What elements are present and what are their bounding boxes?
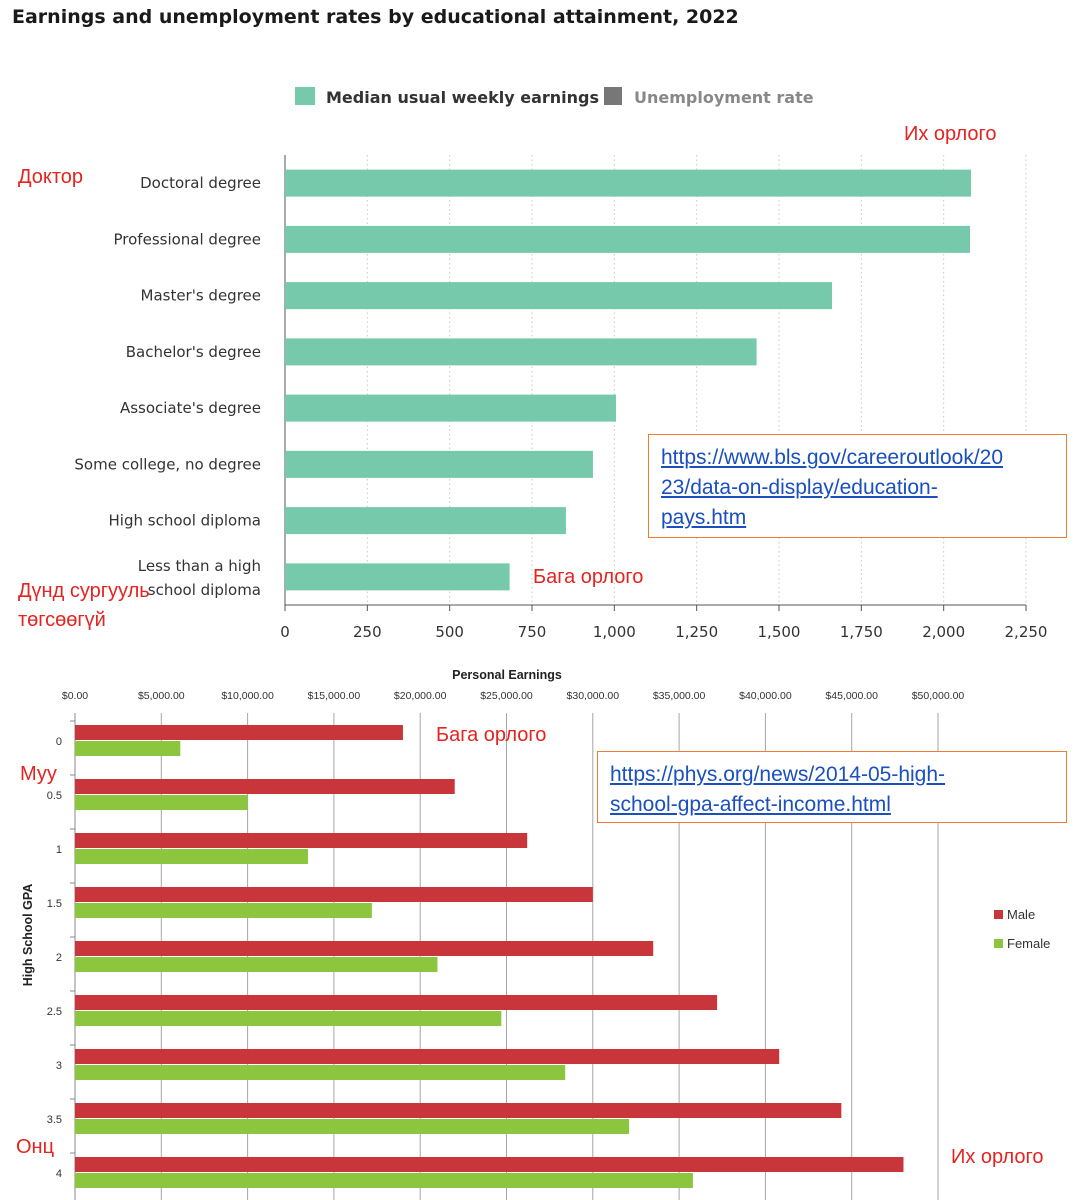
phys-link-line-2[interactable]: school-gpa-affect-income.html <box>610 793 891 816</box>
bar <box>285 450 593 478</box>
bar-male <box>75 995 718 1010</box>
bar <box>285 563 510 591</box>
category-label: Bachelor's degree <box>126 343 261 361</box>
page-title: Earnings and unemployment rates by educa… <box>12 6 739 28</box>
x-tick-label: 750 <box>518 623 547 641</box>
bar-male <box>75 1157 904 1172</box>
bar-male <box>75 725 403 740</box>
bar <box>285 338 757 366</box>
x-tick-label: 1,250 <box>675 623 718 641</box>
phys-source-box: https://phys.org/news/2014-05-high- scho… <box>597 751 1067 823</box>
bar-male <box>75 1103 842 1118</box>
bar <box>285 394 616 422</box>
bar-female <box>75 741 181 756</box>
gpa-category-label: 2 <box>56 952 62 964</box>
bar <box>285 225 971 253</box>
bar <box>285 282 833 310</box>
x-tick-label: 500 <box>435 623 464 641</box>
legend-label-female: Female <box>1007 936 1050 951</box>
x-tick-label: 1,500 <box>758 623 801 641</box>
bls-link-line-1[interactable]: https://www.bls.gov/careeroutlook/20 <box>661 446 1004 469</box>
legend-label-unemployment: Unemployment rate <box>634 88 814 107</box>
bar-female <box>75 903 372 918</box>
category-label: Some college, no degree <box>74 455 261 473</box>
education-earnings-chart: Median usual weekly earnings Unemployment… <box>74 87 1048 641</box>
bad-gpa-note: Муу <box>20 763 57 785</box>
category-label: school diploma <box>148 581 261 599</box>
gpa-category-label: 0 <box>56 736 62 748</box>
x-tick-label: $30,000.00 <box>567 690 620 702</box>
gpa-category-label: 1.5 <box>47 898 62 910</box>
bls-source-box: https://www.bls.gov/careeroutlook/20 23/… <box>648 434 1067 538</box>
category-label: Less than a high <box>138 557 261 575</box>
bar-male <box>75 833 528 848</box>
x-tick-label: 250 <box>353 623 382 641</box>
no-highschool-note-line1: Дүнд сургууль <box>18 580 150 602</box>
gpa-category-label: 3.5 <box>47 1114 62 1126</box>
x-tick-label: $50,000.00 <box>912 690 965 702</box>
high-income-note-1: Их орлого <box>904 123 997 145</box>
bar-male <box>75 779 455 794</box>
bar-female <box>75 1011 502 1026</box>
bar <box>285 507 566 535</box>
x-tick-label: 0 <box>280 623 290 641</box>
x-tick-label: $10,000.00 <box>221 690 274 702</box>
category-label: Associate's degree <box>120 399 261 417</box>
bls-link-line-3[interactable]: pays.htm <box>661 506 747 529</box>
high-income-note-2: Их орлого <box>951 1146 1044 1168</box>
bar-female <box>75 957 438 972</box>
legend-label-male: Male <box>1007 907 1035 922</box>
bar-male <box>75 941 654 956</box>
bar-male <box>75 887 593 902</box>
x-tick-label: 1,000 <box>593 623 636 641</box>
x-tick-label: 2,250 <box>1005 623 1048 641</box>
x-tick-label: 1,750 <box>840 623 883 641</box>
bar-female <box>75 795 248 810</box>
x-tick-label: $35,000.00 <box>653 690 706 702</box>
phys-link-line-1[interactable]: https://phys.org/news/2014-05-high- <box>610 763 946 786</box>
x-tick-label: $5,000.00 <box>138 690 185 702</box>
no-highschool-note-line2: төгсөөгүй <box>18 609 106 631</box>
gpa-category-label: 4 <box>56 1168 62 1180</box>
gpa-category-label: 1 <box>56 844 62 856</box>
x-tick-label: $0.00 <box>62 690 88 702</box>
bar-male <box>75 1049 780 1064</box>
x-tick-label: $25,000.00 <box>480 690 533 702</box>
y-axis-title: High School GPA <box>21 884 35 987</box>
legend-label-earnings: Median usual weekly earnings <box>326 88 599 107</box>
doctor-note: Доктор <box>18 166 84 188</box>
category-label: Master's degree <box>141 287 262 305</box>
bar-female <box>75 1173 693 1188</box>
category-label: High school diploma <box>109 512 261 530</box>
legend-swatch-earnings <box>295 87 315 105</box>
x-tick-label: 2,000 <box>922 623 965 641</box>
legend-swatch-male <box>994 910 1003 919</box>
gpa-category-label: 0.5 <box>47 790 62 802</box>
bar-female <box>75 1065 566 1080</box>
legend-swatch-female <box>994 939 1003 948</box>
bls-link-line-2[interactable]: 23/data-on-display/education- <box>661 476 938 499</box>
gpa-category-label: 3 <box>56 1060 62 1072</box>
chart2-title: Personal Earnings <box>452 668 562 682</box>
category-label: Professional degree <box>114 230 261 248</box>
gpa-category-label: 2.5 <box>47 1006 62 1018</box>
x-tick-label: $45,000.00 <box>825 690 878 702</box>
x-tick-label: $20,000.00 <box>394 690 447 702</box>
legend-swatch-unemployment <box>604 87 622 105</box>
low-income-note-2: Бага орлого <box>436 724 547 746</box>
low-income-note-1: Бага орлого <box>533 566 644 588</box>
x-tick-label: $40,000.00 <box>739 690 792 702</box>
excellent-gpa-note: Онц <box>16 1136 55 1158</box>
bar-female <box>75 849 309 864</box>
bar-female <box>75 1119 630 1134</box>
bar <box>285 169 972 197</box>
x-tick-label: $15,000.00 <box>308 690 361 702</box>
category-label: Doctoral degree <box>140 174 261 192</box>
